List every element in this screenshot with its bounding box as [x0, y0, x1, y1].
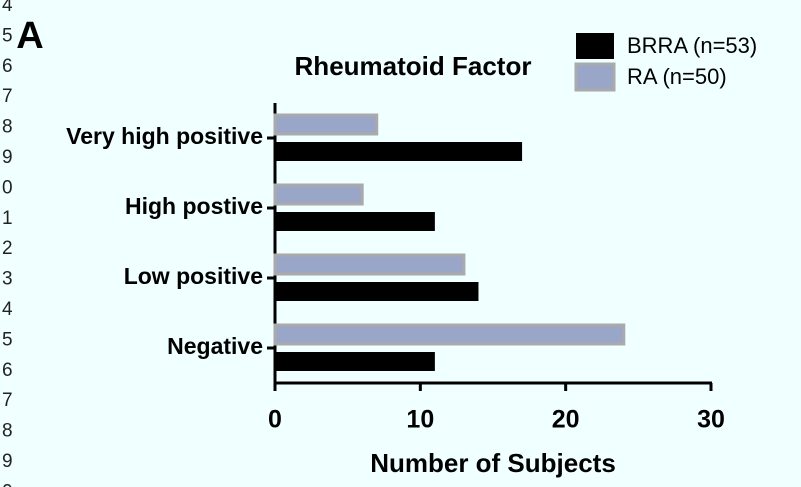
bar [275, 142, 523, 161]
y-tick-label: High postive [125, 193, 263, 219]
line-number: 4 [2, 299, 13, 320]
x-tick-label: 30 [697, 406, 725, 434]
line-number: 5 [2, 25, 13, 46]
legend-label: BRRA (n=53) [627, 33, 757, 58]
bar [275, 282, 479, 301]
line-number: 4 [2, 0, 13, 16]
line-number: 7 [2, 86, 13, 107]
bar [275, 212, 435, 231]
line-number: 8 [2, 421, 13, 442]
line-number: 6 [2, 360, 13, 381]
line-number: 9 [2, 147, 13, 168]
line-number: 5 [2, 329, 13, 350]
bar [273, 253, 466, 276]
panel-label: A [16, 15, 43, 57]
y-tick-label: Very high positive [66, 123, 263, 149]
bar [273, 183, 364, 206]
x-tick-label: 20 [552, 406, 580, 434]
line-number: 3 [2, 269, 13, 290]
x-tick-label: 10 [406, 406, 434, 434]
legend-label: RA (n=50) [627, 64, 727, 89]
line-number: 1 [2, 208, 13, 229]
chart-title: Rheumatoid Factor [295, 51, 532, 81]
line-number: 2 [2, 238, 13, 259]
y-tick-label: Negative [167, 333, 263, 359]
line-number: 6 [2, 56, 13, 77]
legend-swatch [576, 33, 614, 59]
line-number: 0 [2, 481, 13, 487]
bar [273, 113, 379, 136]
bar [273, 323, 626, 346]
x-tick-label: 0 [268, 406, 282, 434]
bar [275, 352, 435, 371]
line-number: 7 [2, 390, 13, 411]
line-number: 8 [2, 117, 13, 138]
y-tick-label: Low positive [124, 263, 263, 289]
legend-swatch [574, 62, 616, 92]
line-number: 0 [2, 177, 13, 198]
line-number: 9 [2, 451, 13, 472]
x-axis-label: Number of Subjects [370, 448, 616, 478]
